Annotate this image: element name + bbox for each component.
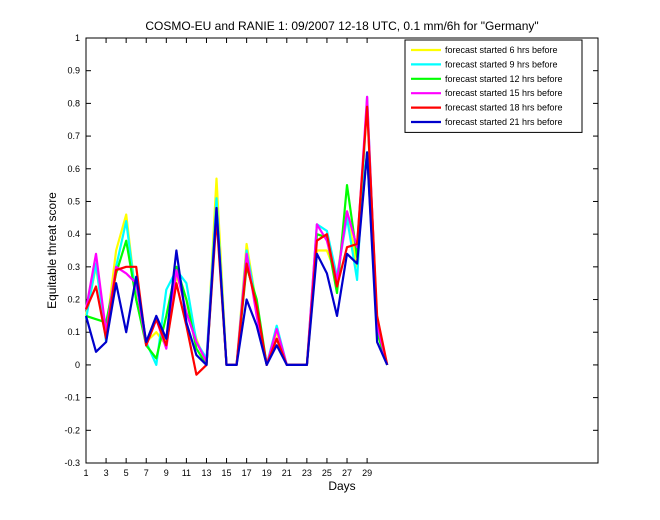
x-tick-label: 13 — [201, 468, 211, 478]
y-tick-label: 0.4 — [67, 229, 80, 239]
y-tick-label: 0.6 — [67, 164, 80, 174]
x-tick-label: 27 — [342, 468, 352, 478]
x-axis-title: Days — [328, 479, 355, 493]
x-tick-label: 11 — [182, 468, 191, 478]
x-tick-label: 1 — [83, 468, 88, 478]
series-layer — [84, 95, 389, 376]
chart-title: COSMO-EU and RANIE 1: 09/2007 12-18 UTC,… — [145, 19, 538, 33]
y-tick-label: -0.3 — [64, 458, 80, 468]
legend-entry: forecast started 15 hrs before — [445, 88, 563, 98]
y-tick-label: -0.1 — [64, 393, 80, 403]
x-tick-label: 7 — [144, 468, 149, 478]
x-tick-label: 21 — [282, 468, 292, 478]
x-tick-label: 25 — [322, 468, 332, 478]
series-line — [84, 151, 389, 366]
x-tick-label: 15 — [222, 468, 232, 478]
x-tick-label: 9 — [164, 468, 169, 478]
axis-ticks: -0.3 -0.2 -0.1 0 0.1 0.2 0.3 0.4 0.5 0.6 0.7 0.8 0.9… — [64, 33, 598, 478]
legend-entry: forecast started 12 hrs before — [445, 74, 563, 84]
x-tick-label: 17 — [242, 468, 252, 478]
y-tick-label: 0.5 — [67, 196, 80, 206]
x-tick-label: 29 — [362, 468, 372, 478]
x-tick-label: 5 — [124, 468, 129, 478]
y-tick-label: 0.9 — [67, 66, 80, 76]
legend-entry: forecast started 9 hrs before — [445, 59, 558, 69]
y-tick-label: 0.7 — [67, 131, 80, 141]
y-tick-label: 0.3 — [67, 262, 80, 272]
legend-entry: forecast started 18 hrs before — [445, 103, 563, 113]
y-tick-label: 1 — [75, 33, 80, 43]
y-tick-label: 0 — [75, 360, 80, 370]
y-tick-label: 0.1 — [67, 327, 80, 337]
x-tick-label: 23 — [302, 468, 312, 478]
y-axis-title: Equitable threat score — [45, 192, 59, 309]
legend-entry: forecast started 21 hrs before — [445, 117, 563, 127]
legend-entry: forecast started 6 hrs before — [445, 45, 558, 55]
y-tick-label: -0.2 — [64, 425, 80, 435]
legend: forecast started 6 hrs before forecast st… — [404, 39, 583, 133]
x-tick-label: 19 — [262, 468, 272, 478]
y-tick-label: 0.2 — [67, 295, 80, 305]
legend-box — [404, 39, 583, 133]
y-tick-label: 0.8 — [67, 98, 80, 108]
x-tick-label: 3 — [104, 468, 109, 478]
